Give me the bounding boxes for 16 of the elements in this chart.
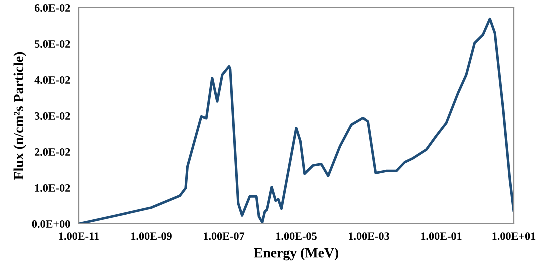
x-tick-label: 1.00E-11	[59, 232, 99, 240]
y-tick-label: 3.0E-02	[34, 112, 70, 120]
x-tick-label: 1.00E-01	[422, 232, 462, 240]
x-tick-label: 1.00E+01	[492, 232, 536, 240]
y-tick-label: 5.0E-02	[35, 40, 70, 48]
y-tick-label: 4.0E-02	[34, 76, 70, 84]
y-tick-label: 1.0E-02	[35, 184, 70, 192]
y-tick-label: 0.0E+00	[32, 220, 70, 228]
x-tick-label: 1.00E-07	[204, 232, 245, 240]
y-tick-label: 6.0E-02	[34, 4, 70, 12]
x-axis-title: Energy (MeV)	[254, 248, 339, 261]
x-tick-label: 1.00E-05	[276, 232, 317, 240]
x-tick-label: 1.00E-03	[349, 232, 390, 240]
y-axis-title: Flux (n/cm²s Particle)	[14, 52, 26, 180]
y-tick-label: 2.0E-02	[35, 148, 70, 156]
x-tick-label: 1.00E-09	[132, 232, 172, 240]
